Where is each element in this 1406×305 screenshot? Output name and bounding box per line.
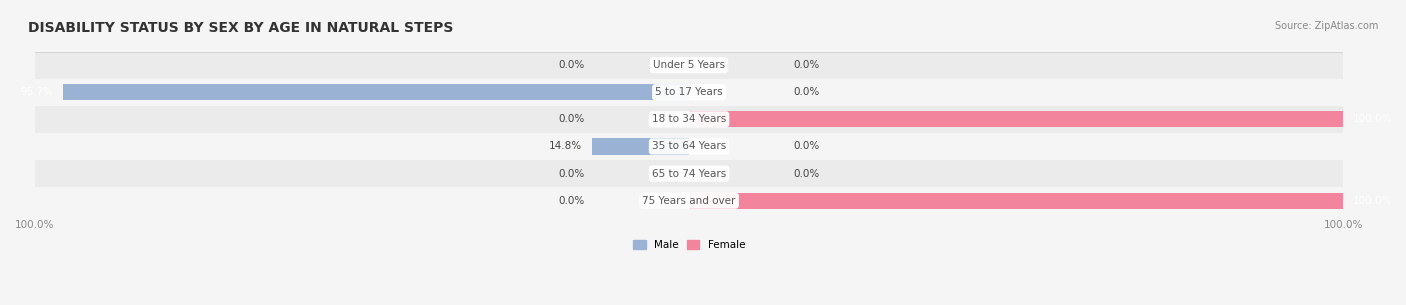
Text: 0.0%: 0.0% <box>794 87 820 97</box>
Legend: Male, Female: Male, Female <box>628 236 749 254</box>
Bar <box>35 160 1344 187</box>
Text: 14.8%: 14.8% <box>550 142 582 152</box>
Bar <box>689 192 1344 209</box>
Text: 0.0%: 0.0% <box>794 60 820 70</box>
Text: 0.0%: 0.0% <box>794 142 820 152</box>
Text: 0.0%: 0.0% <box>558 60 585 70</box>
Bar <box>63 84 689 100</box>
Text: 18 to 34 Years: 18 to 34 Years <box>652 114 725 124</box>
Text: 35 to 64 Years: 35 to 64 Years <box>652 142 725 152</box>
Text: 0.0%: 0.0% <box>558 114 585 124</box>
Bar <box>35 106 1344 133</box>
Text: Under 5 Years: Under 5 Years <box>652 60 725 70</box>
Bar <box>35 52 1344 79</box>
Text: DISABILITY STATUS BY SEX BY AGE IN NATURAL STEPS: DISABILITY STATUS BY SEX BY AGE IN NATUR… <box>28 21 454 35</box>
Bar <box>35 79 1344 106</box>
Text: 0.0%: 0.0% <box>558 196 585 206</box>
Text: 0.0%: 0.0% <box>794 169 820 178</box>
Bar <box>35 133 1344 160</box>
Bar <box>592 138 689 155</box>
Text: 95.7%: 95.7% <box>20 87 53 97</box>
Text: 65 to 74 Years: 65 to 74 Years <box>652 169 725 178</box>
Text: 100.0%: 100.0% <box>1353 196 1393 206</box>
Text: 100.0%: 100.0% <box>1353 114 1393 124</box>
Bar <box>35 187 1344 214</box>
Text: 0.0%: 0.0% <box>558 169 585 178</box>
Text: 5 to 17 Years: 5 to 17 Years <box>655 87 723 97</box>
Bar <box>689 111 1344 127</box>
Text: Source: ZipAtlas.com: Source: ZipAtlas.com <box>1274 21 1378 31</box>
Text: 75 Years and over: 75 Years and over <box>643 196 735 206</box>
